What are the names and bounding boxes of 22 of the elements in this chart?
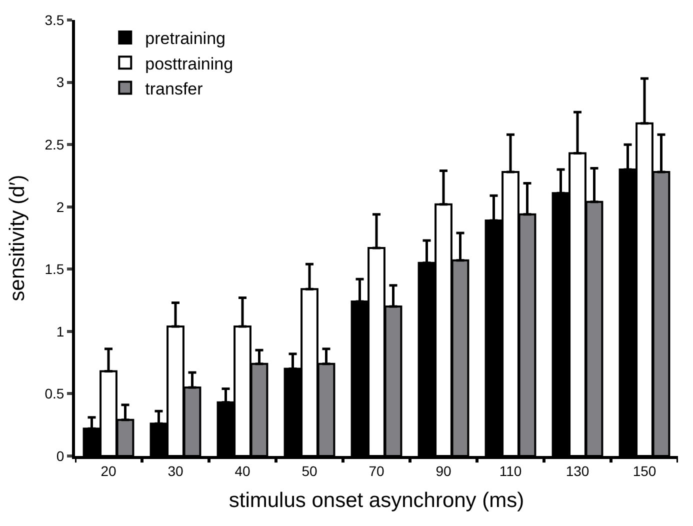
y-tick-label: 1.5	[44, 261, 64, 278]
y-tick-label: 0	[56, 448, 64, 464]
x-axis-title: stimulus onset asynchrony (ms)	[228, 489, 524, 512]
x-tick-label: 150	[632, 462, 656, 479]
y-tick-label: 0.5	[44, 386, 64, 402]
y-axis-title: sensitivity (d′)	[6, 174, 29, 302]
x-tick-label: 130	[566, 462, 590, 479]
y-tick-label: 3.5	[44, 12, 64, 28]
x-tick-label: 90	[436, 462, 452, 479]
legend-label: pretraining	[145, 29, 226, 48]
x-tick-label: 40	[234, 462, 250, 479]
y-tick-label: 1	[56, 323, 64, 340]
x-tick-label: 20	[100, 462, 116, 479]
x-tick-label: 70	[368, 462, 384, 479]
x-tick-label: 110	[499, 462, 522, 479]
y-tick-label: 3	[56, 74, 64, 90]
legend-label: transfer	[145, 79, 204, 98]
y-tick-label: 2.5	[44, 136, 64, 152]
x-tick-label: 30	[168, 462, 184, 479]
x-tick-label: 50	[302, 462, 318, 479]
legend-label: posttraining	[145, 54, 234, 74]
y-tick-label: 2	[56, 198, 64, 215]
